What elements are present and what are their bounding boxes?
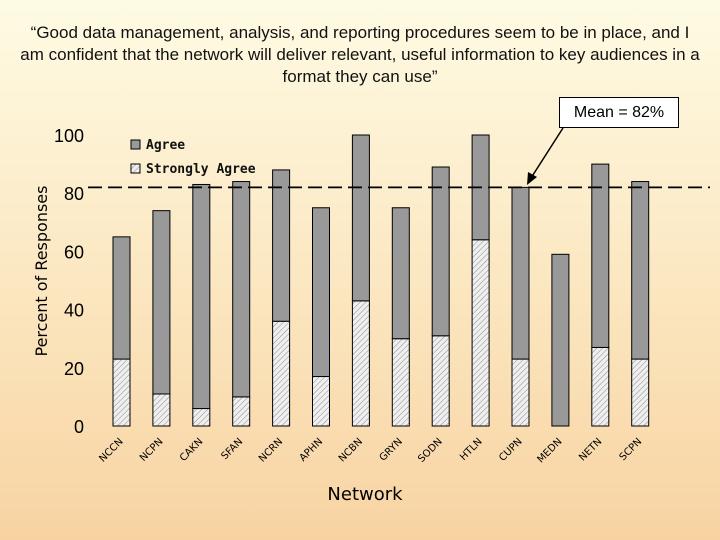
- y-axis: 0 20 40 60 80 100: [54, 126, 84, 437]
- x-tick-label: NCBN: [337, 436, 365, 464]
- legend-label: Agree: [146, 138, 185, 153]
- mean-arrow: [530, 127, 564, 179]
- bar-agree: [551, 253, 570, 427]
- y-tick-label: 0: [74, 417, 84, 437]
- x-tick-label: NETN: [577, 436, 604, 463]
- mean-arrow-head: [527, 172, 537, 185]
- x-tick-label: CAKN: [178, 436, 205, 463]
- bar-strongly-agree: [471, 239, 490, 427]
- x-tick-label: NCPN: [138, 436, 166, 464]
- bar-agree: [511, 186, 530, 360]
- bar-agree: [192, 183, 211, 410]
- y-tick-label: 60: [64, 242, 84, 262]
- bar-strongly-agree: [591, 346, 610, 427]
- y-axis-label: Percent of Responses: [32, 185, 51, 357]
- bar-agree: [312, 207, 330, 378]
- bar-agree: [272, 169, 291, 322]
- bar-agree: [232, 181, 251, 398]
- y-tick-label: 20: [64, 359, 84, 379]
- x-tick-label: GRYN: [378, 436, 405, 463]
- x-tick-label: SODN: [416, 436, 445, 465]
- bar-agree: [351, 134, 370, 302]
- mean-label: Mean = 82%: [559, 97, 679, 128]
- legend-label: Strongly Agree: [146, 162, 256, 177]
- x-tick-label: SFAN: [220, 436, 246, 462]
- x-tick-label: APHN: [298, 436, 325, 463]
- legend: Agree Strongly Agree: [130, 138, 256, 177]
- bar-strongly-agree: [511, 358, 530, 427]
- bar-agree: [391, 207, 410, 340]
- bars-group: [112, 134, 650, 427]
- bar-strongly-agree: [631, 358, 650, 427]
- y-tick-label: 100: [54, 126, 84, 146]
- bar-agree: [431, 166, 450, 337]
- chart-title: “Good data management, analysis, and rep…: [20, 23, 700, 86]
- bar-agree: [112, 236, 131, 360]
- y-tick-label: 80: [64, 184, 84, 204]
- legend-swatch: [130, 139, 141, 150]
- bar-strongly-agree: [152, 393, 171, 427]
- y-tick-label: 40: [64, 301, 84, 321]
- x-tick-label: CUPN: [497, 436, 524, 463]
- x-tick-label: SCPN: [618, 436, 645, 463]
- x-tick-labels: NCCN NCPN CAKN SFAN NCRN APHN NCBN GRYN SODN HTLN…: [97, 436, 644, 465]
- x-tick-label: NCCN: [97, 436, 125, 464]
- bar-strongly-agree: [312, 376, 330, 427]
- bar-strongly-agree: [431, 335, 450, 427]
- bar-agree: [591, 163, 610, 348]
- bar-strongly-agree: [232, 396, 251, 427]
- bar-strongly-agree: [112, 358, 131, 427]
- bar-strongly-agree: [192, 408, 211, 427]
- x-tick-label: MEDN: [535, 436, 564, 465]
- x-tick-label: NCRN: [257, 436, 285, 464]
- bar-agree: [631, 181, 650, 360]
- x-tick-label: HTLN: [458, 436, 485, 463]
- mean-reference: [88, 127, 710, 189]
- bar-strongly-agree: [272, 320, 291, 427]
- x-axis-label: Network: [327, 484, 403, 505]
- legend-swatch: [130, 163, 141, 174]
- bar-strongly-agree: [351, 300, 370, 427]
- bar-strongly-agree: [391, 338, 410, 427]
- bar-agree: [152, 210, 171, 395]
